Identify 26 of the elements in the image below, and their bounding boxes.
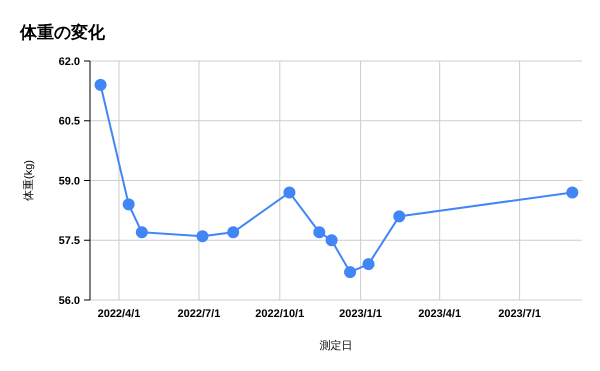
point [362, 258, 375, 270]
point [94, 78, 107, 91]
point [313, 226, 326, 238]
point [393, 210, 406, 222]
x-tick-label: 2023/7/1 [498, 308, 542, 320]
point [283, 186, 296, 198]
x-tick-label: 2022/10/1 [255, 308, 304, 320]
point [196, 230, 208, 242]
point [566, 186, 578, 198]
y-tick-label: 59.0 [58, 175, 80, 188]
point [326, 234, 338, 246]
y-tick-label: 56.0 [58, 294, 80, 307]
point [344, 266, 356, 278]
y-tick-label: 62.0 [58, 56, 80, 68]
x-tick-label: 2022/4/1 [98, 308, 140, 320]
chart-title: 体重の変化 [19, 23, 106, 42]
x-tick-label: 2023/4/1 [418, 308, 462, 320]
point [227, 226, 240, 238]
x-axis-title: 測定日 [320, 339, 352, 352]
y-tick-label: 57.5 [58, 235, 80, 248]
x-tick-label: 2023/1/1 [339, 308, 382, 320]
y-axis-title: 体重(kg) [22, 160, 35, 201]
point [122, 198, 135, 210]
y-tick-label: 60.5 [58, 116, 80, 128]
point [136, 226, 148, 238]
x-tick-label: 2022/7/1 [178, 308, 220, 320]
